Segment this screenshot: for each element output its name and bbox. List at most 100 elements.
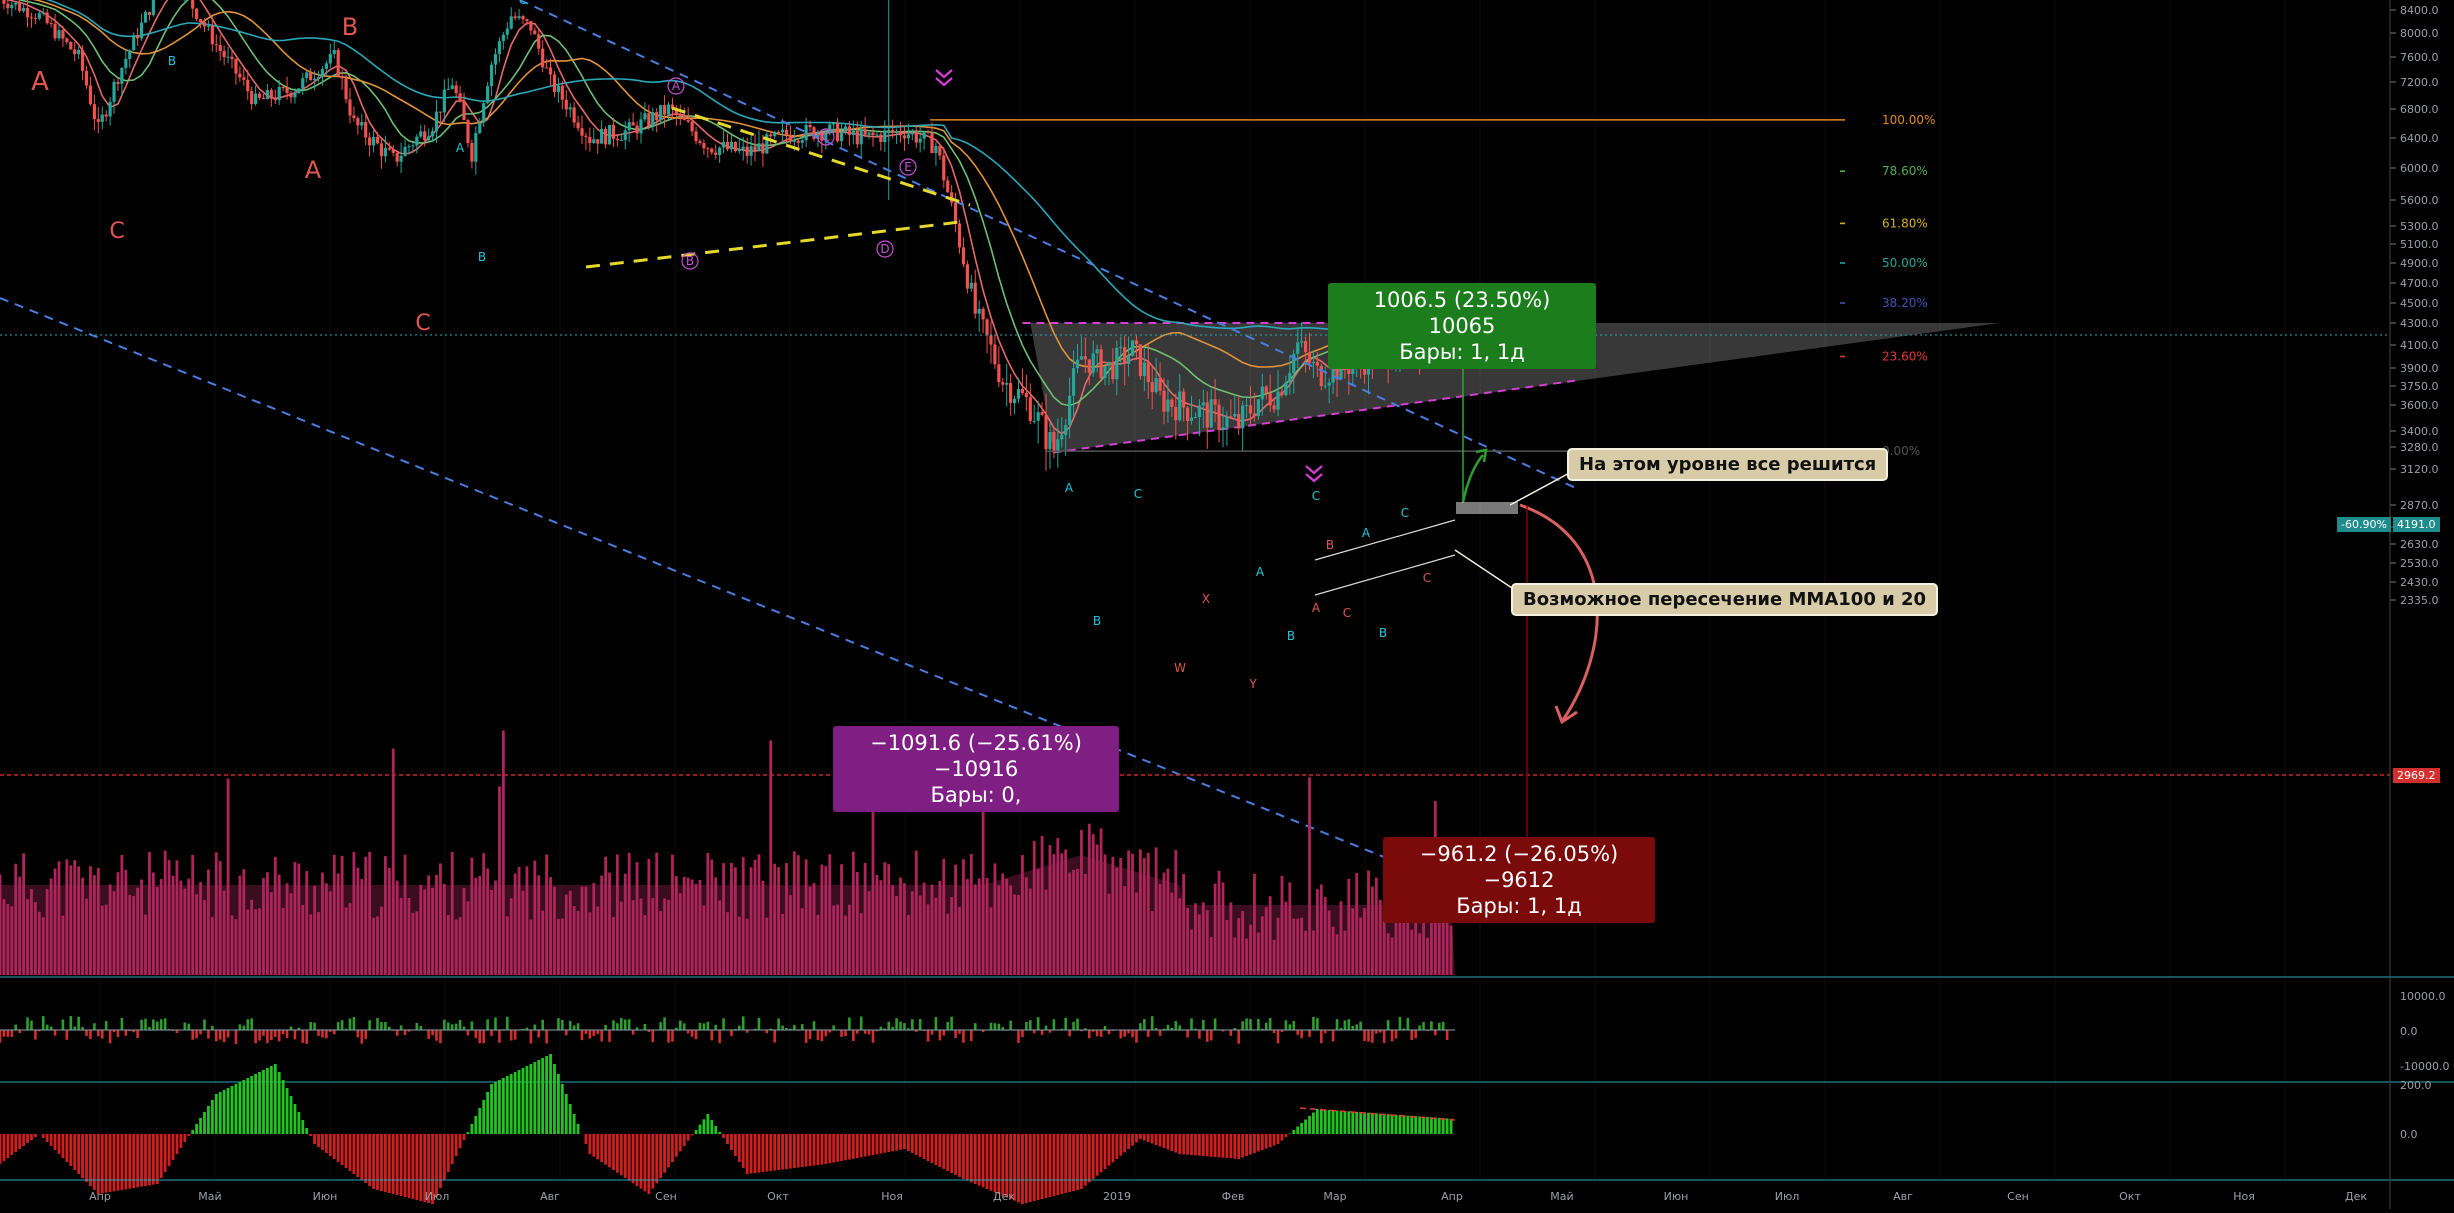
- oscillator-bar: [294, 1104, 297, 1134]
- wave-label: A: [456, 141, 465, 155]
- candle-body: [580, 128, 583, 135]
- candle-body: [624, 130, 627, 140]
- macd-tick-label: -10000.0: [2400, 1060, 2449, 1073]
- macd-bar: [494, 1018, 497, 1030]
- wave-label: C: [415, 311, 430, 336]
- oscillator-bar: [899, 1134, 902, 1150]
- macd-bar: [1104, 1026, 1107, 1030]
- wave-label: C: [1312, 489, 1320, 503]
- oscillator-bar: [1214, 1134, 1217, 1157]
- macd-bar: [1025, 1022, 1028, 1030]
- oscillator-bar: [903, 1134, 906, 1149]
- oscillator-bar: [376, 1134, 379, 1190]
- oscillator-bar: [659, 1134, 662, 1178]
- macd-bar: [718, 1030, 721, 1043]
- macd-bar: [435, 1030, 438, 1041]
- candle-body: [22, 8, 25, 11]
- candle-body: [576, 122, 579, 128]
- oscillator-bar: [1115, 1134, 1118, 1159]
- candle-body: [620, 140, 623, 141]
- candle-body: [1096, 349, 1099, 353]
- macd-bar: [1009, 1021, 1012, 1030]
- oscillator-bar: [282, 1080, 285, 1134]
- candle-body: [604, 129, 607, 145]
- oscillator-bar: [1155, 1134, 1158, 1145]
- oscillator-bar: [1450, 1119, 1453, 1134]
- candle-body: [1288, 373, 1291, 382]
- candle-body: [384, 148, 387, 156]
- macd-bar: [1139, 1023, 1142, 1030]
- wave-label: B: [168, 54, 176, 68]
- oscillator-bar: [26, 1134, 29, 1143]
- candle-body: [443, 90, 446, 113]
- candle-body: [246, 80, 249, 91]
- macd-bar: [962, 1030, 965, 1043]
- macd-bar: [1308, 1030, 1311, 1037]
- oscillator-bar: [726, 1134, 729, 1144]
- macd-bar: [0, 1030, 1, 1043]
- candle-body: [517, 16, 520, 18]
- macd-bar: [207, 1030, 210, 1039]
- macd-bar: [1363, 1030, 1366, 1041]
- macd-bar: [1108, 1030, 1111, 1034]
- macd-bar: [604, 1025, 607, 1030]
- oscillator-bar: [848, 1134, 851, 1160]
- macd-bar: [1151, 1016, 1154, 1030]
- callout-decision-level[interactable]: На этом уровне все решится: [1567, 448, 1888, 481]
- oscillator-bar: [974, 1134, 977, 1184]
- measure-down-right-line1: −961.2 (−26.05%) −9612: [1395, 841, 1643, 893]
- macd-bar: [592, 1030, 595, 1036]
- candle-body: [596, 139, 599, 143]
- callout-ma-cross[interactable]: Возможное пересечение ММА100 и 20: [1511, 583, 1938, 616]
- oscillator-bar: [207, 1106, 210, 1134]
- candle-body: [632, 122, 635, 125]
- oscillator-bar: [1052, 1134, 1055, 1196]
- macd-bar: [738, 1026, 741, 1030]
- macd-bar: [632, 1030, 635, 1035]
- macd-bar: [659, 1022, 662, 1030]
- oscillator-bar: [915, 1134, 918, 1155]
- oscillator-bar: [966, 1134, 969, 1181]
- candle-body: [1029, 397, 1032, 421]
- oscillator-bar: [868, 1134, 871, 1156]
- oscillator-bar: [46, 1134, 49, 1142]
- candle-body: [687, 120, 690, 122]
- macd-bar: [184, 1023, 187, 1030]
- oscillator-bar: [962, 1134, 965, 1179]
- macd-bar: [624, 1020, 627, 1030]
- macd-bar: [282, 1030, 285, 1034]
- candle-body: [1103, 366, 1106, 378]
- oscillator-bar: [329, 1134, 332, 1156]
- candles: [0, 0, 1453, 471]
- candle-body: [1092, 353, 1095, 372]
- oscillator-bar: [136, 1134, 139, 1187]
- oscillator-bar: [89, 1134, 92, 1186]
- candle-body: [510, 16, 513, 28]
- wave-label: A: [1065, 481, 1074, 495]
- candle-body: [1048, 432, 1051, 449]
- macd-bar: [998, 1024, 1001, 1030]
- oscillator-bar: [895, 1134, 898, 1151]
- macd-bar: [1245, 1018, 1248, 1030]
- macd-bar: [852, 1030, 855, 1041]
- oscillator-bar: [419, 1134, 422, 1201]
- channel-upper-line: [1315, 520, 1455, 560]
- candle-body: [946, 180, 949, 192]
- y-tick-label: 6800.0: [2400, 103, 2439, 116]
- macd-bar: [974, 1023, 977, 1030]
- candle-body: [1143, 362, 1146, 376]
- candle-body: [899, 131, 902, 135]
- ma-200-line: [0, 0, 1455, 329]
- candle-body: [317, 77, 320, 79]
- macd-bar: [404, 1030, 407, 1035]
- oscillator-bar: [950, 1134, 953, 1173]
- macd-bar: [887, 1022, 890, 1030]
- candle-body: [57, 30, 60, 38]
- macd-bar: [396, 1030, 399, 1036]
- measure-up-line2: Бары: 1, 1д: [1340, 339, 1584, 365]
- oscillator-bar: [592, 1134, 595, 1157]
- macd-bar: [1045, 1026, 1048, 1030]
- macd-bar: [1096, 1030, 1099, 1036]
